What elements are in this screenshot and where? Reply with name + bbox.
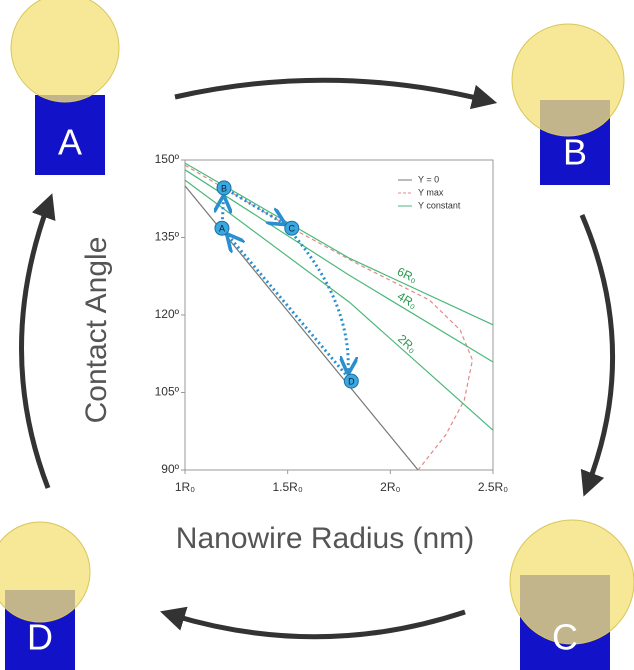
x-tick-label: 1R₀	[175, 480, 195, 494]
figure: A B C D 90º 105º 120º 135º 150º 1R₀ 1.5R₀ 2R₀ 2.5R₀…	[0, 0, 634, 670]
y-tick-label: 135º	[155, 230, 180, 244]
constant-curve	[185, 180, 493, 430]
arrow	[22, 205, 49, 488]
x-tick-label: 2R₀	[380, 480, 400, 494]
series-line	[185, 165, 472, 470]
arrow	[582, 215, 613, 485]
arrow	[172, 612, 465, 637]
state-label: C	[289, 224, 296, 234]
illustration-label: C	[552, 617, 578, 658]
plot: 90º 105º 120º 135º 150º 1R₀ 1.5R₀ 2R₀ 2.5R₀ Y = 0…	[155, 152, 509, 494]
curve-label: 4R₀	[395, 289, 420, 311]
x-tick-label: 1.5R₀	[273, 480, 303, 494]
y-tick-label: 150º	[155, 152, 180, 166]
illustration-label: D	[27, 617, 53, 658]
y-axis-title: Contact Angle	[80, 237, 113, 424]
x-axis-title: Nanowire Radius (nm)	[176, 522, 474, 555]
droplet	[11, 0, 119, 102]
constant-curve	[185, 170, 493, 362]
curve-label: 2R₀	[395, 332, 419, 356]
transition-arrow	[222, 197, 223, 219]
droplet	[512, 24, 624, 136]
state-label: B	[221, 183, 227, 193]
illustration-label: B	[563, 132, 587, 173]
droplet	[0, 522, 90, 622]
arrow	[175, 80, 485, 100]
legend-label: Y = 0	[418, 174, 439, 184]
illustration-label: A	[58, 122, 82, 163]
state-label: A	[219, 224, 225, 234]
state-label: D	[348, 377, 355, 387]
legend-label: Y constant	[418, 200, 461, 210]
y-tick-label: 120º	[155, 307, 180, 321]
x-tick-label: 2.5R₀	[478, 480, 508, 494]
y-tick-label: 105º	[155, 385, 180, 399]
curve-label: 6R₀	[395, 264, 419, 285]
y-tick-label: 90º	[161, 462, 179, 476]
legend-label: Y max	[418, 187, 444, 197]
